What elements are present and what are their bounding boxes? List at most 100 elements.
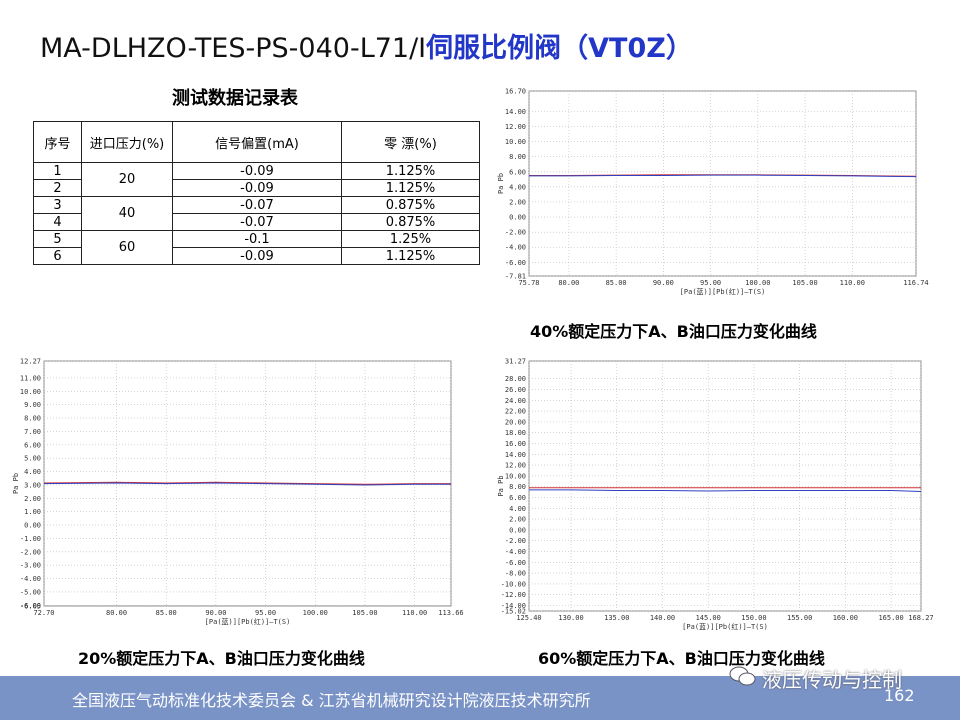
y-tick-label: 12.27 <box>20 358 41 366</box>
x-tick-label: 95.00 <box>255 609 276 617</box>
x-tick-label: 80.00 <box>558 279 579 287</box>
cell: 1 <box>33 162 82 180</box>
cell: 2 <box>33 179 82 197</box>
x-tick-label: 100.00 <box>745 279 770 287</box>
slide-title: MA-DLHZO-TES-PS-040-L71/I伺服比例阀（VT0Z） <box>40 26 693 65</box>
table-title: 测试数据记录表 <box>172 88 298 109</box>
y-tick-label: -14.00 <box>501 602 526 610</box>
cell: 1.125% <box>341 247 480 265</box>
y-tick-label: 6.00 <box>24 441 41 449</box>
y-tick-label: 16.70 <box>505 88 526 96</box>
table-row: 3 40 -0.07 0.875% <box>33 196 480 231</box>
x-tick-label: 85.00 <box>606 279 627 287</box>
data-table: 序号 进口压力(%) 信号偏置(mA) 零 漂(%) 1 20 -0.09 1.125% 2 -0… <box>33 121 480 265</box>
chart-caption: 20%额定压力下A、B油口压力变化曲线 <box>78 649 365 668</box>
header-cell: 信号偏置(mA) <box>172 121 342 163</box>
chart: 31.27 28.00 26.00 24.00 22.00 20.00 18.00 16.00… <box>497 358 934 632</box>
y-tick-label: -6.00 <box>20 602 41 610</box>
y-tick-label: 10.00 <box>505 138 526 146</box>
x-tick-label: 140.00 <box>650 614 675 622</box>
x-tick-label: 113.66 <box>438 609 463 617</box>
plot-area <box>528 360 922 612</box>
y-tick-label: -4.00 <box>505 548 526 556</box>
y-tick-label: 18.00 <box>505 429 526 437</box>
cell: -0.09 <box>172 247 342 265</box>
x-tick-label: 155.00 <box>787 614 812 622</box>
y-tick-label: 14.00 <box>505 451 526 459</box>
y-tick-label: 4.00 <box>24 468 41 476</box>
y-tick-label: 22.00 <box>505 408 526 416</box>
cell: -0.1 <box>172 230 342 248</box>
y-tick-label: 9.00 <box>24 401 41 409</box>
cell: 5 <box>33 230 82 248</box>
y-tick-label: 1.00 <box>24 508 41 516</box>
x-tick-label: 150.00 <box>741 614 766 622</box>
y-axis-label: Pa Pb <box>497 173 505 194</box>
cell: 1.125% <box>341 179 480 197</box>
chart-caption: 60%额定压力下A、B油口压力变化曲线 <box>538 649 825 668</box>
y-tick-label: 4.00 <box>509 505 526 513</box>
y-tick-label: 2.00 <box>24 495 41 503</box>
x-tick-label: 105.00 <box>352 609 377 617</box>
x-tick-label: 116.74 <box>903 279 928 287</box>
header-cell: 序号 <box>33 121 82 163</box>
footer-org: 全国液压气动标准化技术委员会 & 江苏省机械研究设计院液压技术研究所 <box>72 691 591 710</box>
series-line <box>529 489 922 493</box>
y-tick-label: 8.00 <box>509 153 526 161</box>
y-tick-label: 10.00 <box>20 388 41 396</box>
chart: 16.70 14.00 12.00 10.00 8.00 6.00 4.00 2.00 0.00… <box>497 88 929 297</box>
y-tick-label: 11.00 <box>20 374 41 382</box>
cell: 0.875% <box>341 213 480 231</box>
x-tick-label: 90.00 <box>653 279 674 287</box>
y-tick-label: -2.00 <box>505 229 526 237</box>
y-tick-label: -2.00 <box>20 548 41 556</box>
table-row: 5 60 -0.1 1.25% <box>33 230 480 265</box>
header-row: 序号 进口压力(%) 信号偏置(mA) 零 漂(%) <box>33 121 480 163</box>
y-tick-label: 8.00 <box>24 415 41 423</box>
y-tick-label: 20.00 <box>505 418 526 426</box>
title-code: MA-DLHZO-TES-PS-040-L71/I <box>40 33 427 64</box>
y-axis-label: Pa Pb <box>497 475 505 496</box>
y-tick-label: -6.00 <box>505 259 526 267</box>
y-tick-label: -1.00 <box>20 535 41 543</box>
x-tick-label: 135.00 <box>604 614 629 622</box>
chart: 12.27 11.00 10.00 9.00 8.00 7.00 6.00 5.00 4.00 3… <box>12 358 464 627</box>
cell: -0.09 <box>172 179 342 197</box>
y-tick-label: 26.00 <box>505 386 526 394</box>
y-tick-label: -8.00 <box>505 570 526 578</box>
x-tick-label: 80.00 <box>106 609 127 617</box>
y-tick-label: -4.00 <box>20 575 41 583</box>
y-tick-label: 12.00 <box>505 462 526 470</box>
y-tick-label: -6.00 <box>505 559 526 567</box>
y-tick-label: -10.00 <box>501 580 526 588</box>
cell: 3 <box>33 196 82 214</box>
cell: 20 <box>81 162 173 197</box>
cell: -0.09 <box>172 162 342 180</box>
cell: -0.07 <box>172 196 342 214</box>
y-tick-label: -6.05 <box>20 603 41 611</box>
title-name: 伺服比例阀（VT0Z） <box>426 33 693 64</box>
series-line <box>43 482 451 486</box>
y-tick-label: 2.00 <box>509 198 526 206</box>
x-tick-label: 85.00 <box>156 609 177 617</box>
table-row: 6 -0.09 1.125% <box>33 247 480 265</box>
x-tick-label: 110.00 <box>840 279 865 287</box>
y-tick-label: 16.00 <box>505 440 526 448</box>
y-tick-label: 7.00 <box>24 428 41 436</box>
x-tick-label: 145.00 <box>696 614 721 622</box>
y-tick-label: 0.00 <box>509 214 526 222</box>
page-number: 162 <box>884 686 915 705</box>
y-tick-label: 12.00 <box>505 123 526 131</box>
chart-caption: 40%额定压力下A、B油口压力变化曲线 <box>530 322 817 341</box>
x-tick-label: 125.40 <box>516 614 541 622</box>
table-row: 1 20 -0.09 1.125% <box>33 162 480 197</box>
x-tick-label: 90.00 <box>205 609 226 617</box>
cell: 1.25% <box>341 230 480 248</box>
y-tick-label: 0.00 <box>509 526 526 534</box>
x-tick-label: 168.27 <box>908 614 933 622</box>
y-tick-label: 14.00 <box>505 108 526 116</box>
x-tick-label: 110.00 <box>402 609 427 617</box>
y-tick-label: -15.02 <box>501 608 526 616</box>
header-cell: 进口压力(%) <box>81 121 173 163</box>
y-tick-label: 0.00 <box>24 522 41 530</box>
